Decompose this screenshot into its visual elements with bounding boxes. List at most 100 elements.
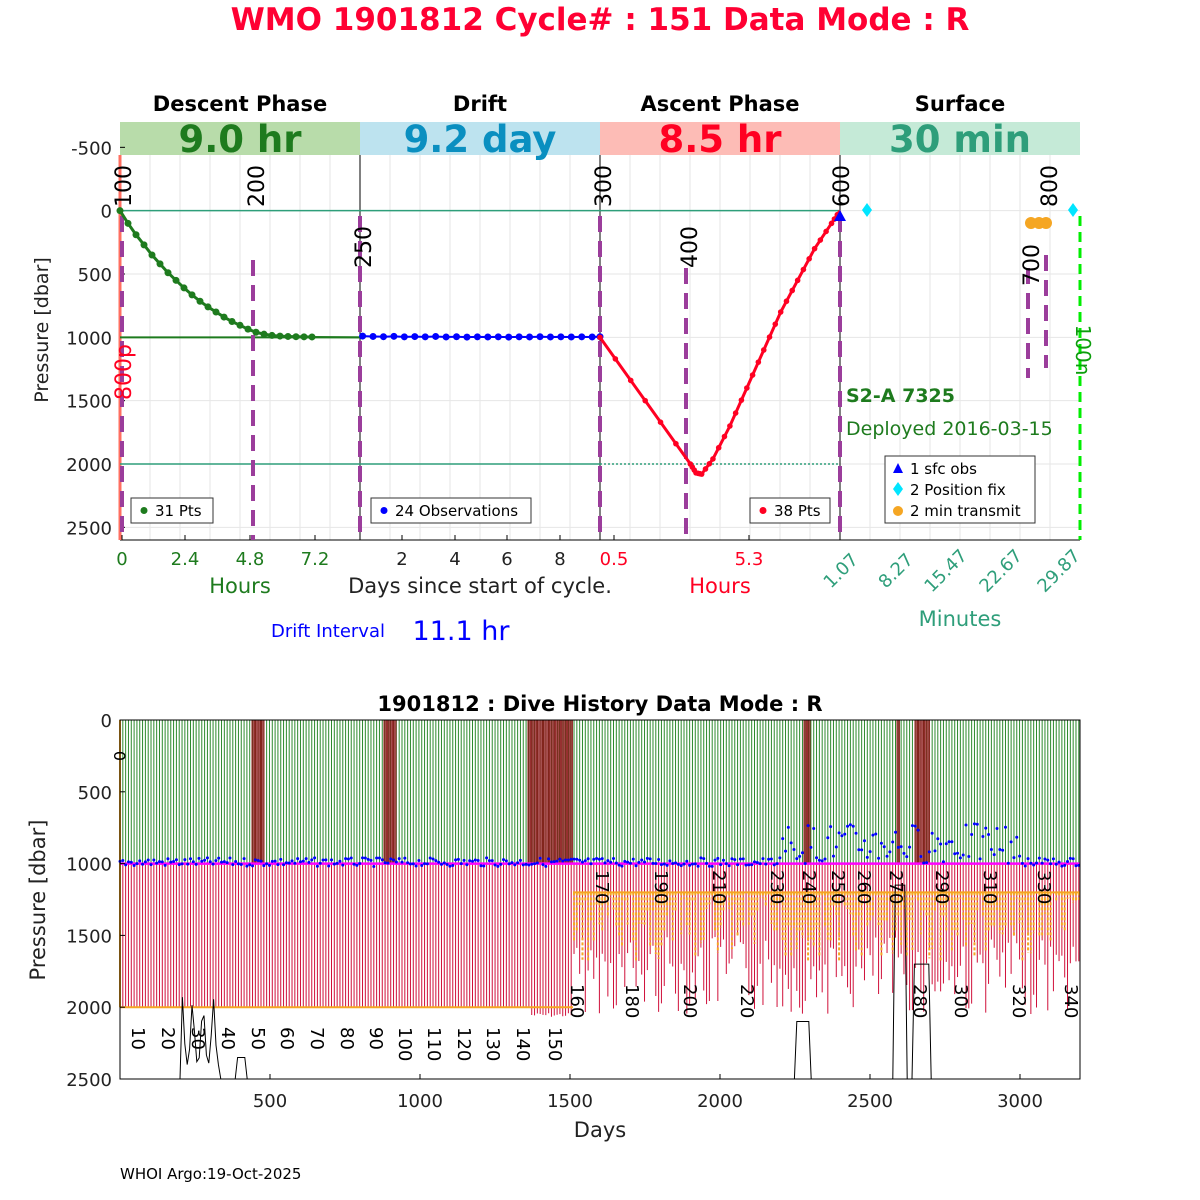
history-drift-point: [614, 861, 618, 865]
history-drift-point: [530, 862, 534, 866]
history-drift-point: [578, 858, 582, 862]
history-drift-point: [724, 862, 728, 866]
history-drift-point: [631, 857, 635, 861]
history-drift-point: [225, 861, 229, 865]
history-drift-point: [750, 863, 754, 867]
history-drift-point: [392, 858, 396, 862]
history-drift-point: [386, 861, 390, 865]
history-drift-point: [623, 859, 627, 863]
history-drift-point: [301, 859, 305, 863]
history-drift-point: [916, 828, 920, 832]
x-axis-label: Hours: [209, 574, 271, 598]
history-drift-point: [189, 857, 192, 861]
y-axis-label: Pressure [dbar]: [31, 257, 53, 403]
history-drift-point: [1040, 861, 1044, 865]
descent-point: [140, 241, 148, 249]
history-drift-point: [431, 857, 435, 861]
cycle-label: 90: [365, 1027, 386, 1050]
history-drift-point: [222, 860, 226, 864]
history-drift-point: [719, 863, 723, 867]
history-drift-point: [823, 857, 827, 861]
drift-point: [515, 333, 523, 341]
history-drift-point: [327, 864, 331, 868]
history-drift-point: [843, 832, 847, 836]
history-drift-point: [580, 860, 584, 864]
history-drift-point: [361, 856, 365, 860]
history-drift-point: [815, 856, 819, 860]
cycle-label: 290: [931, 870, 952, 904]
history-drift-point: [1043, 857, 1047, 861]
cycle-label: 260: [853, 870, 874, 904]
history-drift-point: [180, 862, 184, 866]
descent-point: [132, 231, 140, 239]
cycle-label: 100: [394, 1027, 415, 1061]
history-drift-point: [753, 860, 756, 864]
descent-point: [276, 332, 284, 340]
history-drift-point: [837, 831, 841, 835]
history-drift-point: [552, 860, 556, 864]
history-drift-point: [1037, 856, 1041, 860]
history-drift-point: [473, 858, 477, 862]
history-drift-point: [468, 859, 472, 863]
history-drift-point: [778, 856, 782, 860]
legend-box: [370, 497, 532, 524]
history-drift-point: [874, 832, 878, 836]
y-tick-label: 500: [78, 265, 112, 286]
history-drift-point: [1035, 861, 1038, 865]
history-drift-point: [910, 824, 914, 828]
ascent-point: [698, 471, 705, 477]
history-drift-point: [668, 859, 672, 863]
history-drift-point: [879, 841, 883, 845]
history-drift-point: [471, 859, 474, 863]
legend-label: 31 Pts: [155, 502, 202, 520]
history-drift-point: [406, 861, 410, 865]
history-drift-point: [1057, 860, 1061, 864]
history-drift-point: [208, 860, 212, 864]
history-drift-point: [930, 831, 934, 835]
history-drift-point: [298, 860, 302, 864]
history-drift-point: [696, 864, 700, 868]
marker-label: 200: [245, 165, 270, 207]
ascent-point: [732, 410, 739, 416]
history-drift-point: [1026, 857, 1030, 861]
descent-point: [204, 303, 212, 311]
cycle-label: 30: [187, 1027, 208, 1050]
history-drift-point: [251, 864, 255, 868]
history-drift-point: [1066, 860, 1070, 864]
history-drift-point: [349, 856, 353, 860]
history-drift-point: [160, 860, 164, 864]
descent-point: [220, 313, 228, 321]
history-drift-point: [894, 830, 897, 834]
history-drift-point: [600, 857, 604, 861]
history-drift-point: [304, 857, 308, 861]
cycle-label: 210: [708, 870, 729, 904]
history-drift-point: [671, 862, 675, 866]
history-drift-point: [626, 860, 630, 864]
history-drift-point: [1003, 825, 1007, 829]
legend-marker: [893, 482, 903, 496]
history-drift-point: [332, 862, 336, 866]
descent-point: [196, 297, 204, 305]
cycle-label: 160: [566, 984, 587, 1018]
y-tick-label: 2500: [66, 518, 112, 539]
history-drift-point: [439, 862, 443, 866]
history-drift-point: [831, 854, 835, 858]
history-drift-point: [679, 864, 683, 868]
history-drift-point: [377, 856, 381, 860]
history-drift-point: [789, 841, 793, 845]
descent-point: [292, 333, 300, 341]
history-drift-point: [919, 854, 923, 858]
history-drift-point: [896, 845, 900, 849]
history-drift-point: [767, 857, 771, 861]
phase-duration: 9.0 hr: [178, 118, 302, 161]
history-drift-point: [169, 860, 173, 864]
history-drift-point: [953, 852, 957, 856]
history-drift-point: [826, 836, 830, 840]
cycle-label: 40: [217, 1027, 238, 1050]
history-drift-point: [414, 864, 418, 868]
history-drift-point: [961, 853, 965, 857]
descent-point: [172, 276, 180, 284]
history-drift-point: [172, 859, 176, 863]
phase-title: Drift: [453, 92, 507, 116]
legend-marker: [893, 463, 903, 473]
